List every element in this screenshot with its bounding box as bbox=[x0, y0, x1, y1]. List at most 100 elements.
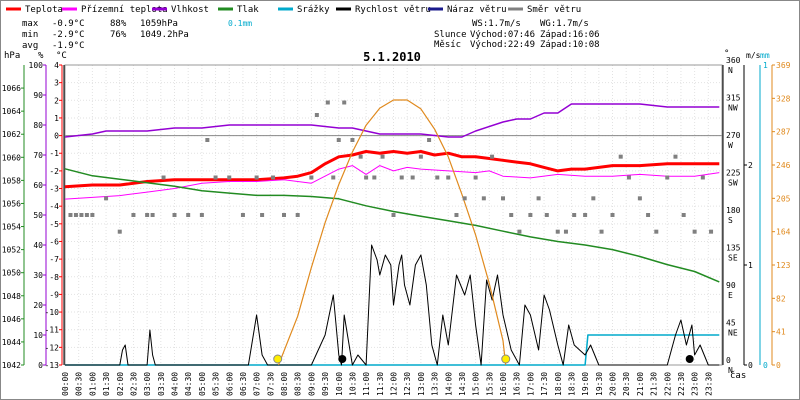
sun-marker bbox=[501, 354, 511, 364]
wind-dir-point bbox=[260, 213, 265, 217]
info-sunrise: Východ:07:46 bbox=[470, 30, 535, 40]
axis-label-deg: 45 bbox=[726, 319, 736, 328]
series-tlak bbox=[64, 168, 720, 283]
wind-dir-point bbox=[84, 213, 89, 217]
x-tick-label: 23:30 bbox=[704, 372, 713, 396]
wind-dir-point bbox=[599, 229, 604, 234]
axis-label-deg: 0 bbox=[726, 356, 731, 365]
unit-mm: mm bbox=[760, 51, 770, 60]
wind-dir-point bbox=[544, 213, 549, 217]
wind-dir-point bbox=[254, 175, 259, 180]
wind-dir-point bbox=[528, 213, 533, 217]
wind-dir-point bbox=[358, 154, 363, 159]
axis-label-solar: 205 bbox=[776, 194, 791, 203]
x-tick-label: 21:00 bbox=[636, 372, 645, 396]
wind-dir-point bbox=[709, 229, 714, 234]
wind-dir-point bbox=[673, 154, 678, 159]
chart-title: 5.1.2010 bbox=[363, 50, 421, 64]
wind-dir-point bbox=[637, 196, 642, 201]
wind-dir-point bbox=[342, 100, 347, 105]
axis-label-solar: 369 bbox=[776, 61, 791, 70]
axis-label-pct: 90 bbox=[33, 91, 43, 100]
axis-label-pct: 70 bbox=[33, 151, 43, 160]
x-tick-label: 23:00 bbox=[691, 372, 700, 396]
x-tick-label: 05:30 bbox=[212, 372, 221, 396]
x-tick-label: 14:00 bbox=[444, 372, 453, 396]
axis-label-hpa: 1058 bbox=[2, 176, 21, 185]
wind-dir-point bbox=[700, 175, 705, 180]
axis-label-mm: 0 bbox=[763, 361, 768, 370]
axis-label-deg: 180 bbox=[726, 206, 741, 215]
x-tick-label: 20:00 bbox=[609, 372, 618, 396]
x-tick-label: 15:30 bbox=[485, 372, 494, 396]
legend-label: Srážky bbox=[297, 5, 330, 15]
axis-label-ms: 0 bbox=[748, 361, 753, 370]
axis-label-mm: 1 bbox=[763, 61, 768, 70]
wind-dir-point bbox=[462, 196, 467, 201]
x-tick-label: 22:00 bbox=[663, 372, 672, 396]
axis-label-degc: -5 bbox=[49, 220, 59, 229]
axis-label-compass: NW bbox=[728, 104, 738, 113]
axis-label-compass: SE bbox=[728, 254, 738, 263]
axis-label-pct: 80 bbox=[33, 121, 43, 130]
unit-degc: °C bbox=[56, 51, 67, 61]
axes: 1042104410461048105010521054105610581060… bbox=[2, 56, 791, 375]
info-moon-label: Měsíc bbox=[434, 40, 461, 50]
axis-label-compass: W bbox=[728, 141, 733, 150]
wind-dir-point bbox=[90, 213, 95, 217]
stat-min-press: 1049.2hPa bbox=[140, 30, 189, 40]
wind-dir-point bbox=[131, 213, 136, 217]
x-axis-ticks: 00:00 00:30 01:00 01:30 02:00 02:30 03:00 03:30… bbox=[61, 372, 713, 396]
wind-dir-point bbox=[665, 175, 670, 180]
x-tick-label: 16:00 bbox=[499, 372, 508, 396]
wind-dir-point bbox=[372, 175, 377, 180]
wind-dir-point bbox=[68, 213, 73, 217]
stat-max-rain: 0.1mm bbox=[228, 19, 252, 28]
axis-label-solar: 0 bbox=[776, 361, 781, 370]
wind-dir-point bbox=[295, 213, 300, 217]
stat-max-temp: -0.9°C bbox=[52, 19, 85, 29]
wind-dir-point bbox=[509, 213, 514, 217]
x-tick-label: 18:00 bbox=[554, 372, 563, 396]
stats-block: max -0.9°C 88% 1059hPa 0.1mm min -2.9°C … bbox=[22, 19, 252, 51]
wind-dir-point bbox=[681, 213, 686, 217]
wind-dir-point bbox=[618, 154, 623, 159]
wind-dir-point bbox=[435, 175, 440, 180]
x-tick-label: 15:00 bbox=[472, 372, 481, 396]
wind-dir-point bbox=[427, 138, 432, 142]
legend-label: Vlhkost bbox=[171, 5, 209, 15]
x-tick-label: 09:30 bbox=[321, 372, 330, 396]
stat-min-label: min bbox=[22, 30, 38, 40]
series-teplota bbox=[64, 150, 720, 189]
wind-dir-point bbox=[199, 213, 204, 217]
unit-deg: ° bbox=[724, 49, 729, 59]
x-tick-label: 12:00 bbox=[390, 372, 399, 396]
axis-label-hpa: 1066 bbox=[2, 84, 21, 93]
wind-dir-point bbox=[79, 213, 84, 217]
x-tick-label: 01:30 bbox=[102, 372, 111, 396]
wind-dir-point bbox=[454, 213, 459, 217]
x-tick-label: 10:30 bbox=[348, 372, 357, 396]
legend: Teplota Přízemní teplota Vlhkost Tlak Srážky… bbox=[6, 5, 581, 15]
x-tick-label: 08:30 bbox=[294, 372, 303, 396]
info-moonrise: Východ:22:49 bbox=[470, 40, 535, 50]
x-tick-label: 10:00 bbox=[335, 372, 344, 396]
unit-ms: m/s bbox=[746, 51, 761, 60]
series-vlhkost bbox=[64, 103, 720, 138]
axis-label-solar: 123 bbox=[776, 261, 791, 270]
wind-dir-point bbox=[161, 175, 166, 180]
wind-dir-point bbox=[572, 213, 577, 217]
x-tick-label: 02:30 bbox=[129, 372, 138, 396]
wind-dir-point bbox=[227, 175, 232, 180]
series-solar bbox=[277, 99, 507, 366]
x-tick-label: 06:30 bbox=[239, 372, 248, 396]
wind-dir-point bbox=[481, 196, 486, 201]
axis-label-pct: 10 bbox=[33, 331, 43, 340]
x-tick-label: 04:30 bbox=[184, 372, 193, 396]
wind-dir-point bbox=[314, 113, 319, 117]
axis-label-pct: 30 bbox=[33, 271, 43, 280]
wind-dir-point bbox=[646, 213, 651, 217]
wind-dir-point bbox=[325, 100, 330, 105]
x-tick-label: 08:00 bbox=[280, 372, 289, 396]
